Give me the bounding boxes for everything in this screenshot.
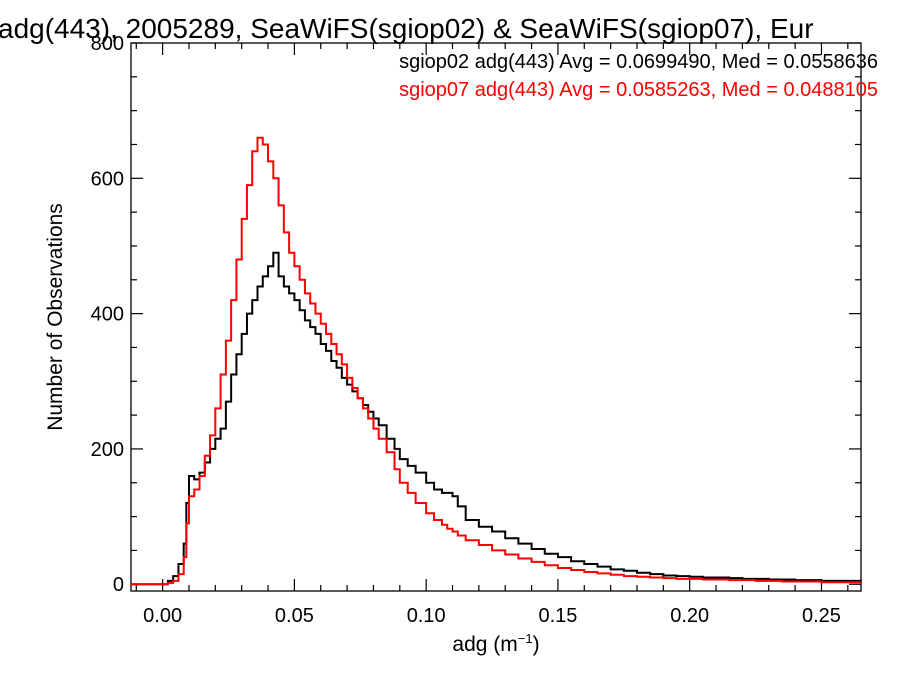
annotation-sgiop07: sgiop07 adg(443) Avg = 0.0585263, Med = … xyxy=(399,79,878,101)
x-tick-label: 0.20 xyxy=(670,605,709,627)
series-sgiop02-line xyxy=(131,251,862,586)
x-tick-label: 0.10 xyxy=(407,605,446,627)
axis-ticks: 0.00 0.05 0.10 0.15 0.20 0.25 0 200 400 600 800 xyxy=(91,33,861,627)
x-axis-label: adg (m−1) xyxy=(452,631,539,656)
y-tick-label: 200 xyxy=(91,439,124,461)
y-tick-label: 600 xyxy=(91,168,124,190)
chart-title: adg(443), 2005289, SeaWiFS(sgiop02) & Se… xyxy=(0,13,814,44)
x-axis-label-superscript: −1 xyxy=(518,631,533,646)
series-group xyxy=(131,136,862,586)
x-axis-label-main: adg (m xyxy=(452,633,517,656)
x-tick-label: 0.25 xyxy=(802,605,841,627)
x-axis-label-close: ) xyxy=(533,633,540,656)
plot-frame xyxy=(130,42,862,592)
x-tick-label: 0.05 xyxy=(275,605,314,627)
y-tick-label: 0 xyxy=(113,574,124,596)
x-tick-label: 0.15 xyxy=(538,605,577,627)
y-axis-label: Number of Observations xyxy=(44,203,67,431)
series-sgiop07-line xyxy=(131,136,861,586)
y-tick-label: 800 xyxy=(91,33,124,55)
x-tick-label: 0.00 xyxy=(143,605,182,627)
y-tick-label: 400 xyxy=(91,304,124,326)
annotation-sgiop02: sgiop02 adg(443) Avg = 0.0699490, Med = … xyxy=(399,51,878,73)
